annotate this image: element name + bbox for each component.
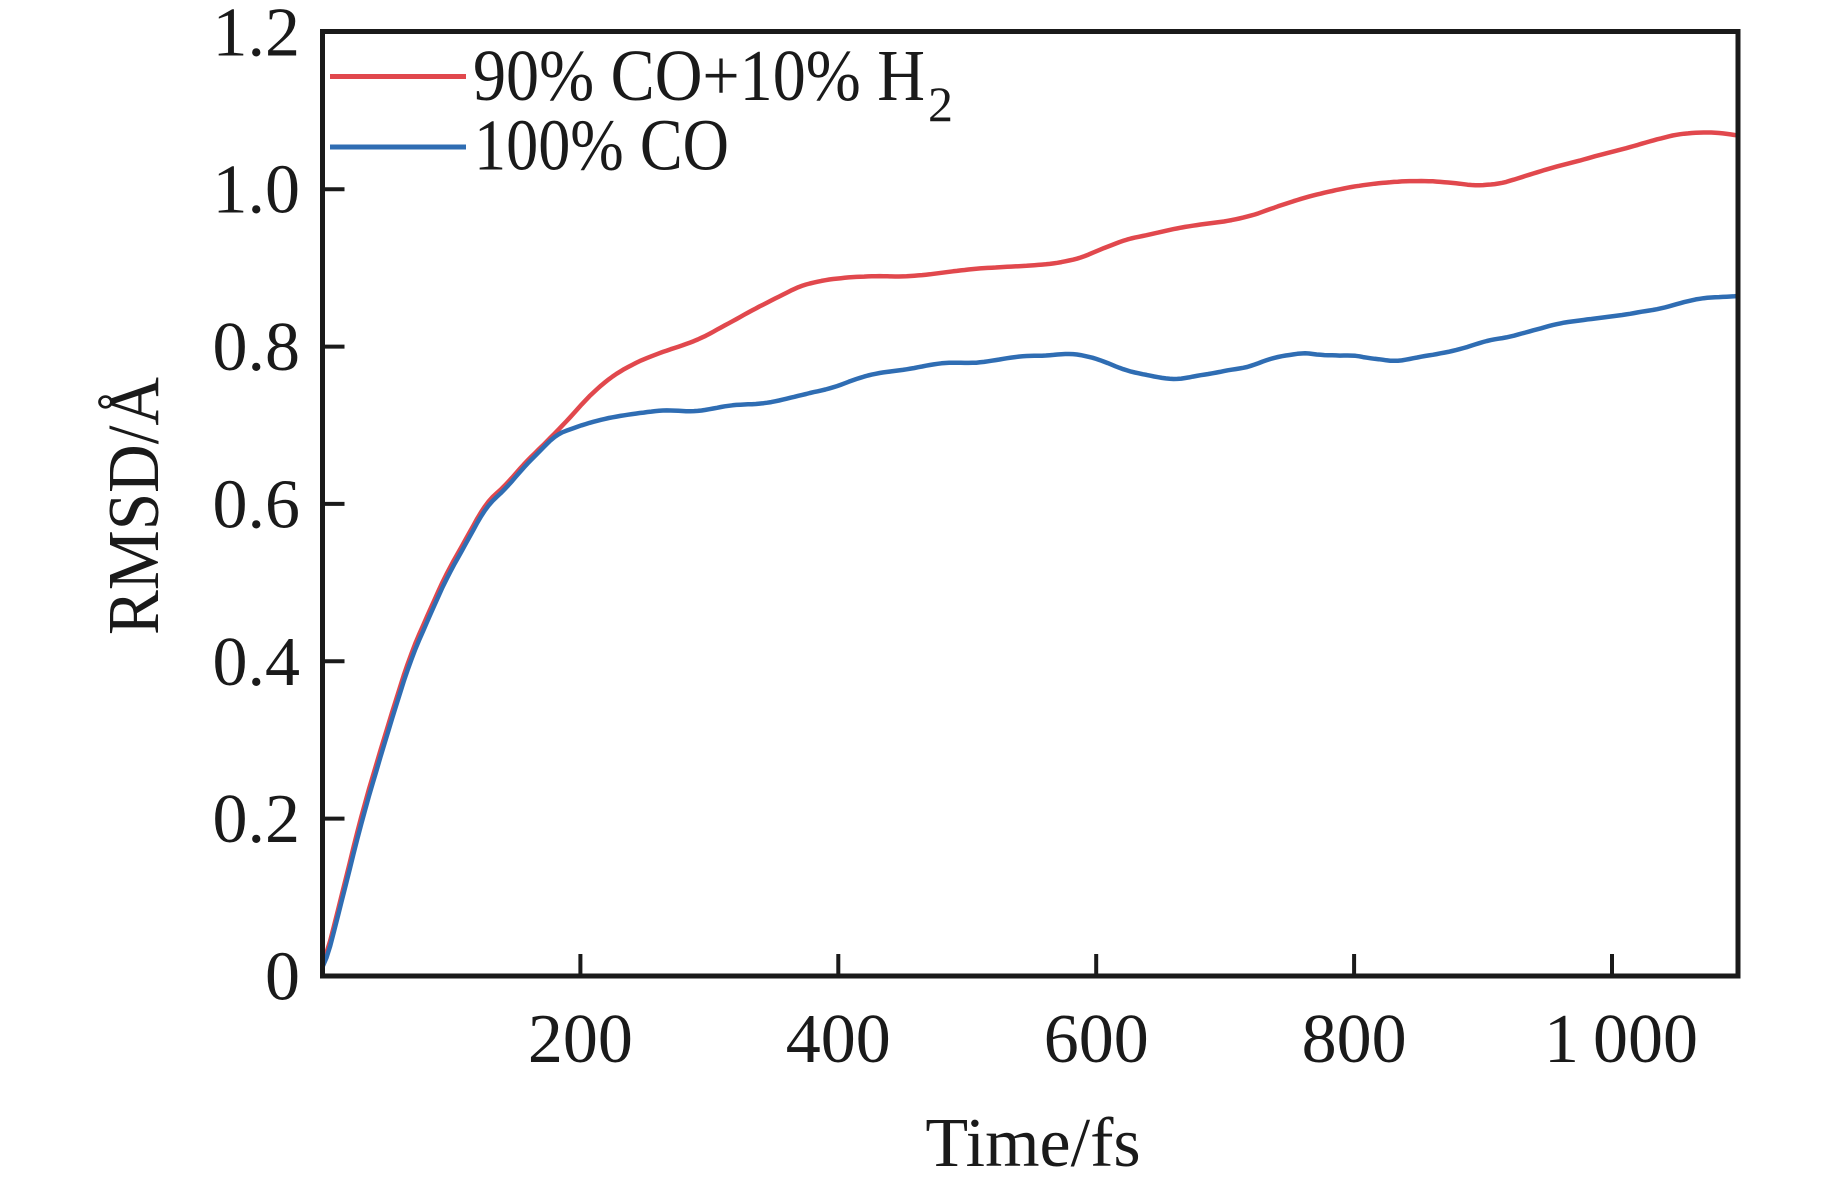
svg-text:2: 2 <box>928 76 953 132</box>
svg-text:RMSD/Å: RMSD/Å <box>93 377 174 635</box>
svg-text:0.6: 0.6 <box>213 466 301 543</box>
svg-text:1.0: 1.0 <box>213 152 301 229</box>
svg-text:0: 0 <box>265 939 300 1016</box>
svg-text:600: 600 <box>1044 1001 1149 1078</box>
svg-text:200: 200 <box>528 1001 633 1078</box>
svg-text:800: 800 <box>1302 1001 1407 1078</box>
svg-text:400: 400 <box>786 1001 891 1078</box>
svg-text:0.8: 0.8 <box>213 309 301 386</box>
svg-text:0.4: 0.4 <box>213 624 301 701</box>
svg-text:Time/fs: Time/fs <box>925 1105 1140 1182</box>
svg-text:90% CO+10% H: 90% CO+10% H <box>473 35 925 116</box>
svg-text:1 000: 1 000 <box>1544 1001 1698 1078</box>
svg-text:1.2: 1.2 <box>213 0 301 71</box>
svg-text:0.2: 0.2 <box>213 781 301 858</box>
svg-text:100% CO: 100% CO <box>474 105 729 186</box>
